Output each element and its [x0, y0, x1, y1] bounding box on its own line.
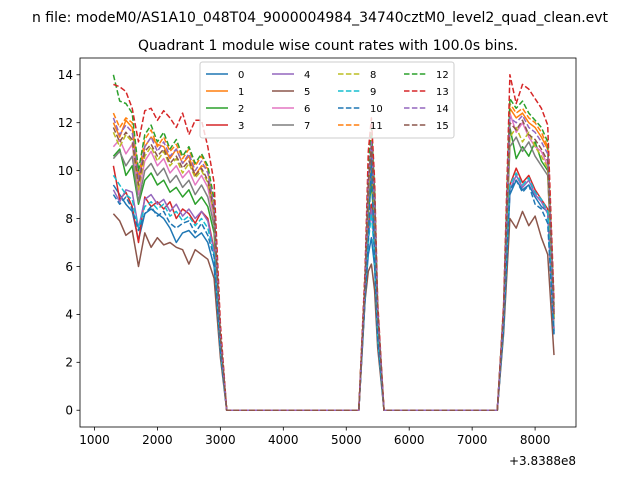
legend-label-5: 5: [304, 87, 310, 98]
legend-label-12: 12: [436, 70, 449, 81]
legend-label-6: 6: [304, 104, 310, 115]
y-tick-label: 0: [65, 404, 73, 418]
x-tick-label: 5000: [331, 433, 362, 447]
y-tick-label: 10: [58, 164, 73, 178]
y-tick-label: 8: [65, 212, 73, 226]
legend-label-9: 9: [370, 87, 376, 98]
x-tick-label: 7000: [457, 433, 488, 447]
x-offset-label: +3.8388e8: [509, 454, 576, 468]
legend-label-8: 8: [370, 70, 376, 81]
legend-label-2: 2: [238, 104, 244, 115]
legend-label-1: 1: [238, 87, 244, 98]
legend-label-0: 0: [238, 70, 244, 81]
x-tick-label: 1000: [79, 433, 110, 447]
legend-label-15: 15: [436, 121, 449, 132]
x-tick-label: 2000: [142, 433, 173, 447]
y-tick-label: 12: [58, 116, 73, 130]
x-tick-label: 3000: [205, 433, 236, 447]
figure-suptitle: n file: modeM0/AS1A10_048T04_9000004984_…: [32, 10, 609, 26]
y-tick-label: 14: [58, 68, 73, 82]
legend-label-7: 7: [304, 121, 310, 132]
legend-label-4: 4: [304, 70, 310, 81]
y-tick-label: 6: [65, 260, 73, 274]
legend-frame: [199, 61, 455, 139]
x-tick-label: 6000: [394, 433, 425, 447]
x-tick-label: 8000: [520, 433, 551, 447]
legend-label-13: 13: [436, 87, 449, 98]
legend-label-3: 3: [238, 121, 244, 132]
plot-area: [112, 74, 555, 411]
y-tick-label: 2: [65, 356, 73, 370]
series-line-15: [112, 119, 555, 411]
chart-title: Quadrant 1 module wise count rates with …: [138, 38, 518, 54]
legend-label-14: 14: [436, 104, 449, 115]
axes-frame: [79, 57, 577, 428]
x-tick-label: 4000: [268, 433, 299, 447]
axes: 1000 2000 3000 4000 5000 6000 7000 800002468101…: [58, 57, 577, 447]
legend-label-11: 11: [370, 121, 383, 132]
y-tick-label: 4: [65, 308, 73, 322]
legend-label-10: 10: [370, 104, 383, 115]
